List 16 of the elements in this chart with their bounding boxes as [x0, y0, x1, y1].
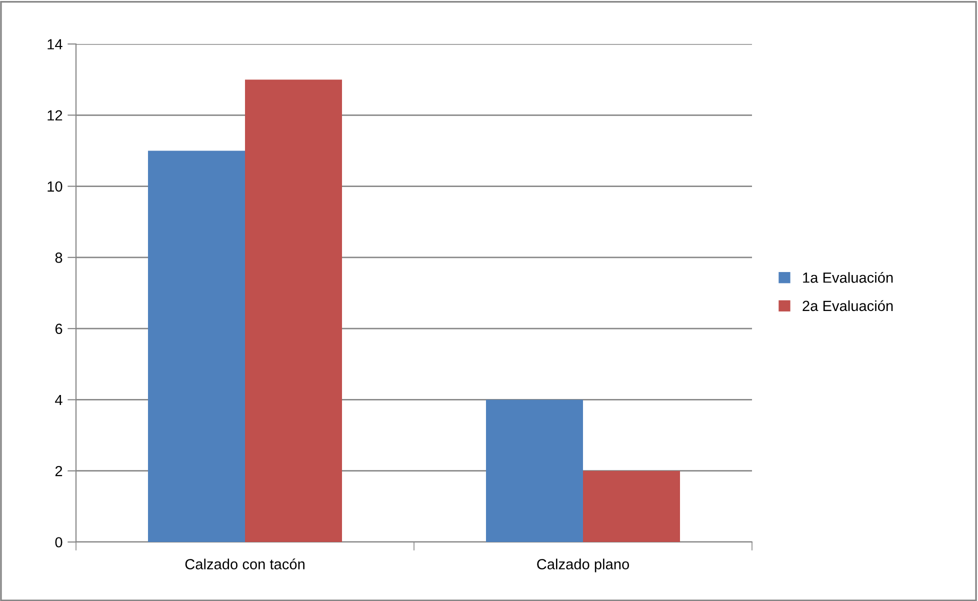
x-tick-label: Calzado con tacón — [185, 558, 304, 570]
y-tick-label: 2 — [55, 466, 62, 476]
y-tick-label: 0 — [55, 537, 62, 548]
bar — [245, 80, 342, 542]
bar — [583, 470, 680, 542]
legend-label: 1a Evaluación — [803, 272, 893, 283]
x-tick-label: Calzado plano — [537, 558, 630, 572]
bar — [486, 400, 583, 542]
y-tick-label: 6 — [55, 324, 62, 334]
legend-label: 2a Evaluación — [802, 300, 893, 312]
y-tick-label: 8 — [55, 252, 62, 263]
y-tick-label: 14 — [48, 39, 62, 50]
bar — [148, 150, 245, 542]
y-tick-label: 4 — [55, 394, 62, 405]
y-tick-label: 10 — [48, 181, 62, 192]
y-tick-label: 12 — [48, 110, 62, 120]
